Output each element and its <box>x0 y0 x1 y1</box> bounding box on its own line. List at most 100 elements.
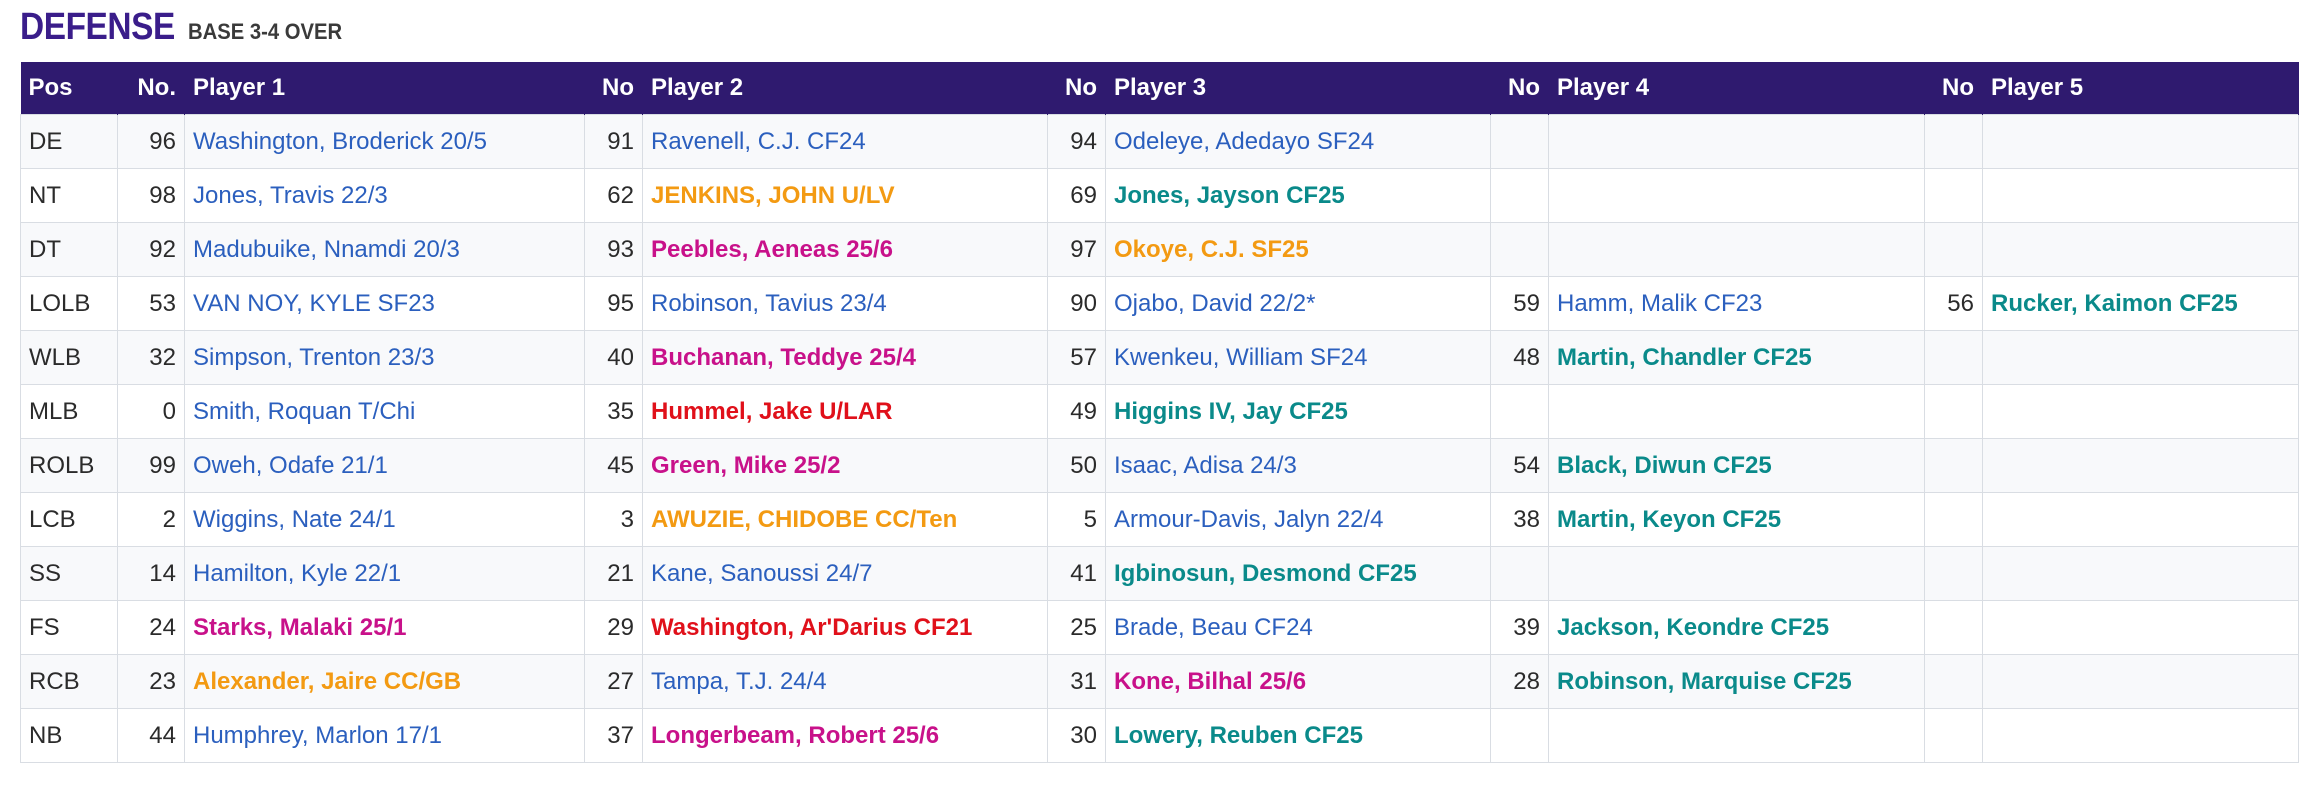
position-cell: NB <box>20 708 118 763</box>
player-link[interactable]: VAN NOY, KYLE SF23 <box>193 289 435 317</box>
jersey-number-cell: 30 <box>1047 708 1106 763</box>
player-link[interactable]: Rucker, Kaimon CF25 <box>1991 289 2238 317</box>
player-cell: Martin, Keyon CF25 <box>1548 492 1925 547</box>
jersey-number-cell: 0 <box>117 384 185 439</box>
player-link[interactable]: Robinson, Tavius 23/4 <box>651 289 887 317</box>
player-link[interactable]: Washington, Ar'Darius CF21 <box>651 613 973 641</box>
player-link[interactable]: Washington, Broderick 20/5 <box>193 127 487 155</box>
player-cell: Alexander, Jaire CC/GB <box>184 654 585 709</box>
player-cell: Black, Diwun CF25 <box>1548 438 1925 493</box>
player-cell: Washington, Ar'Darius CF21 <box>642 600 1048 655</box>
player-cell <box>1982 546 2299 601</box>
player-link[interactable]: Isaac, Adisa 24/3 <box>1114 451 1297 479</box>
player-link[interactable]: Peebles, Aeneas 25/6 <box>651 235 893 263</box>
player-link[interactable]: Oweh, Odafe 21/1 <box>193 451 388 479</box>
player-cell: Robinson, Tavius 23/4 <box>642 276 1048 331</box>
player-link[interactable]: JENKINS, JOHN U/LV <box>651 181 895 209</box>
player-link[interactable]: Kone, Bilhal 25/6 <box>1114 667 1307 695</box>
col-header-player-3: Player 3 <box>1105 62 1491 115</box>
jersey-number-cell: 3 <box>584 492 643 547</box>
player-cell: Hamm, Malik CF23 <box>1548 276 1925 331</box>
jersey-number-cell: 98 <box>117 168 185 223</box>
jersey-number-cell <box>1924 546 1983 601</box>
player-link[interactable]: Hamilton, Kyle 22/1 <box>193 559 402 587</box>
player-link[interactable]: Alexander, Jaire CC/GB <box>193 667 462 695</box>
player-link[interactable]: Tampa, T.J. 24/4 <box>651 667 827 695</box>
jersey-number-cell <box>1490 384 1549 439</box>
jersey-number-cell <box>1924 654 1983 709</box>
player-link[interactable]: Kane, Sanoussi 24/7 <box>651 559 873 587</box>
player-cell <box>1548 384 1925 439</box>
player-cell <box>1982 600 2299 655</box>
jersey-number-cell: 56 <box>1924 276 1983 331</box>
col-header-number: No <box>1924 62 1983 115</box>
player-link[interactable]: AWUZIE, CHIDOBE CC/Ten <box>651 505 958 533</box>
jersey-number-cell: 23 <box>117 654 185 709</box>
player-link[interactable]: Simpson, Trenton 23/3 <box>193 343 435 371</box>
jersey-number-cell: 99 <box>117 438 185 493</box>
player-cell: Wiggins, Nate 24/1 <box>184 492 585 547</box>
player-link[interactable]: Okoye, C.J. SF25 <box>1114 235 1309 263</box>
table-row: WLB 32 Simpson, Trenton 23/3 40 Buchanan, Te… <box>20 330 2299 385</box>
jersey-number-cell: 45 <box>584 438 643 493</box>
player-link[interactable]: Longerbeam, Robert 25/6 <box>651 721 940 749</box>
col-header-number: No. <box>117 62 185 115</box>
player-link[interactable]: Odeleye, Adedayo SF24 <box>1114 127 1375 155</box>
player-link[interactable]: Hamm, Malik CF23 <box>1557 289 1763 317</box>
position-cell: ROLB <box>20 438 118 493</box>
jersey-number-cell: 69 <box>1047 168 1106 223</box>
table-row: FS 24 Starks, Malaki 25/1 29 Washington, Ar'… <box>20 600 2299 655</box>
player-link[interactable]: Martin, Chandler CF25 <box>1557 343 1812 371</box>
player-link[interactable]: Hummel, Jake U/LAR <box>651 397 893 425</box>
player-link[interactable]: Jones, Jayson CF25 <box>1114 181 1345 209</box>
table-row: MLB 0 Smith, Roquan T/Chi 35 Hummel, Jake U/… <box>20 384 2299 439</box>
player-link[interactable]: Igbinosun, Desmond CF25 <box>1114 559 1417 587</box>
player-cell: Igbinosun, Desmond CF25 <box>1105 546 1491 601</box>
player-cell: Kone, Bilhal 25/6 <box>1105 654 1491 709</box>
player-link[interactable]: Madubuike, Nnamdi 20/3 <box>193 235 460 263</box>
player-cell <box>1548 114 1925 169</box>
player-link[interactable]: Starks, Malaki 25/1 <box>193 613 407 641</box>
jersey-number-cell: 94 <box>1047 114 1106 169</box>
player-cell: Oweh, Odafe 21/1 <box>184 438 585 493</box>
jersey-number-cell <box>1924 708 1983 763</box>
player-link[interactable]: Martin, Keyon CF25 <box>1557 505 1782 533</box>
position-cell: MLB <box>20 384 118 439</box>
player-cell: JENKINS, JOHN U/LV <box>642 168 1048 223</box>
section-heading: DEFENSE BASE 3-4 OVER <box>20 6 2300 62</box>
jersey-number-cell <box>1490 708 1549 763</box>
player-cell: Ojabo, David 22/2* <box>1105 276 1491 331</box>
player-link[interactable]: Black, Diwun CF25 <box>1557 451 1772 479</box>
player-link[interactable]: Lowery, Reuben CF25 <box>1114 721 1363 749</box>
player-cell <box>1548 708 1925 763</box>
jersey-number-cell: 29 <box>584 600 643 655</box>
table-row: DE 96 Washington, Broderick 20/5 91 Ravenell… <box>20 114 2299 169</box>
player-link[interactable]: Green, Mike 25/2 <box>651 451 841 479</box>
jersey-number-cell: 38 <box>1490 492 1549 547</box>
player-link[interactable]: Jackson, Keondre CF25 <box>1557 613 1830 641</box>
player-cell: Tampa, T.J. 24/4 <box>642 654 1048 709</box>
position-cell: DE <box>20 114 118 169</box>
player-cell: Jones, Jayson CF25 <box>1105 168 1491 223</box>
player-link[interactable]: Jones, Travis 22/3 <box>193 181 388 209</box>
jersey-number-cell: 62 <box>584 168 643 223</box>
table-row: NB 44 Humphrey, Marlon 17/1 37 Longerbeam, R… <box>20 708 2299 763</box>
player-link[interactable]: Smith, Roquan T/Chi <box>193 397 416 425</box>
player-link[interactable]: Kwenkeu, William SF24 <box>1114 343 1368 371</box>
player-link[interactable]: Ojabo, David 22/2* <box>1114 289 1316 317</box>
player-link[interactable]: Robinson, Marquise CF25 <box>1557 667 1852 695</box>
player-link[interactable]: Buchanan, Teddye 25/4 <box>651 343 916 371</box>
player-link[interactable]: Brade, Beau CF24 <box>1114 613 1313 641</box>
player-cell <box>1982 222 2299 277</box>
jersey-number-cell: 50 <box>1047 438 1106 493</box>
player-link[interactable]: Humphrey, Marlon 17/1 <box>193 721 442 749</box>
player-cell: Simpson, Trenton 23/3 <box>184 330 585 385</box>
col-header-number: No <box>1047 62 1106 115</box>
jersey-number-cell: 53 <box>117 276 185 331</box>
player-link[interactable]: Wiggins, Nate 24/1 <box>193 505 396 533</box>
player-link[interactable]: Higgins IV, Jay CF25 <box>1114 397 1348 425</box>
jersey-number-cell: 48 <box>1490 330 1549 385</box>
depth-chart-body: DE 96 Washington, Broderick 20/5 91 Ravenell… <box>20 114 2299 763</box>
player-link[interactable]: Ravenell, C.J. CF24 <box>651 127 866 155</box>
player-link[interactable]: Armour-Davis, Jalyn 22/4 <box>1114 505 1384 533</box>
